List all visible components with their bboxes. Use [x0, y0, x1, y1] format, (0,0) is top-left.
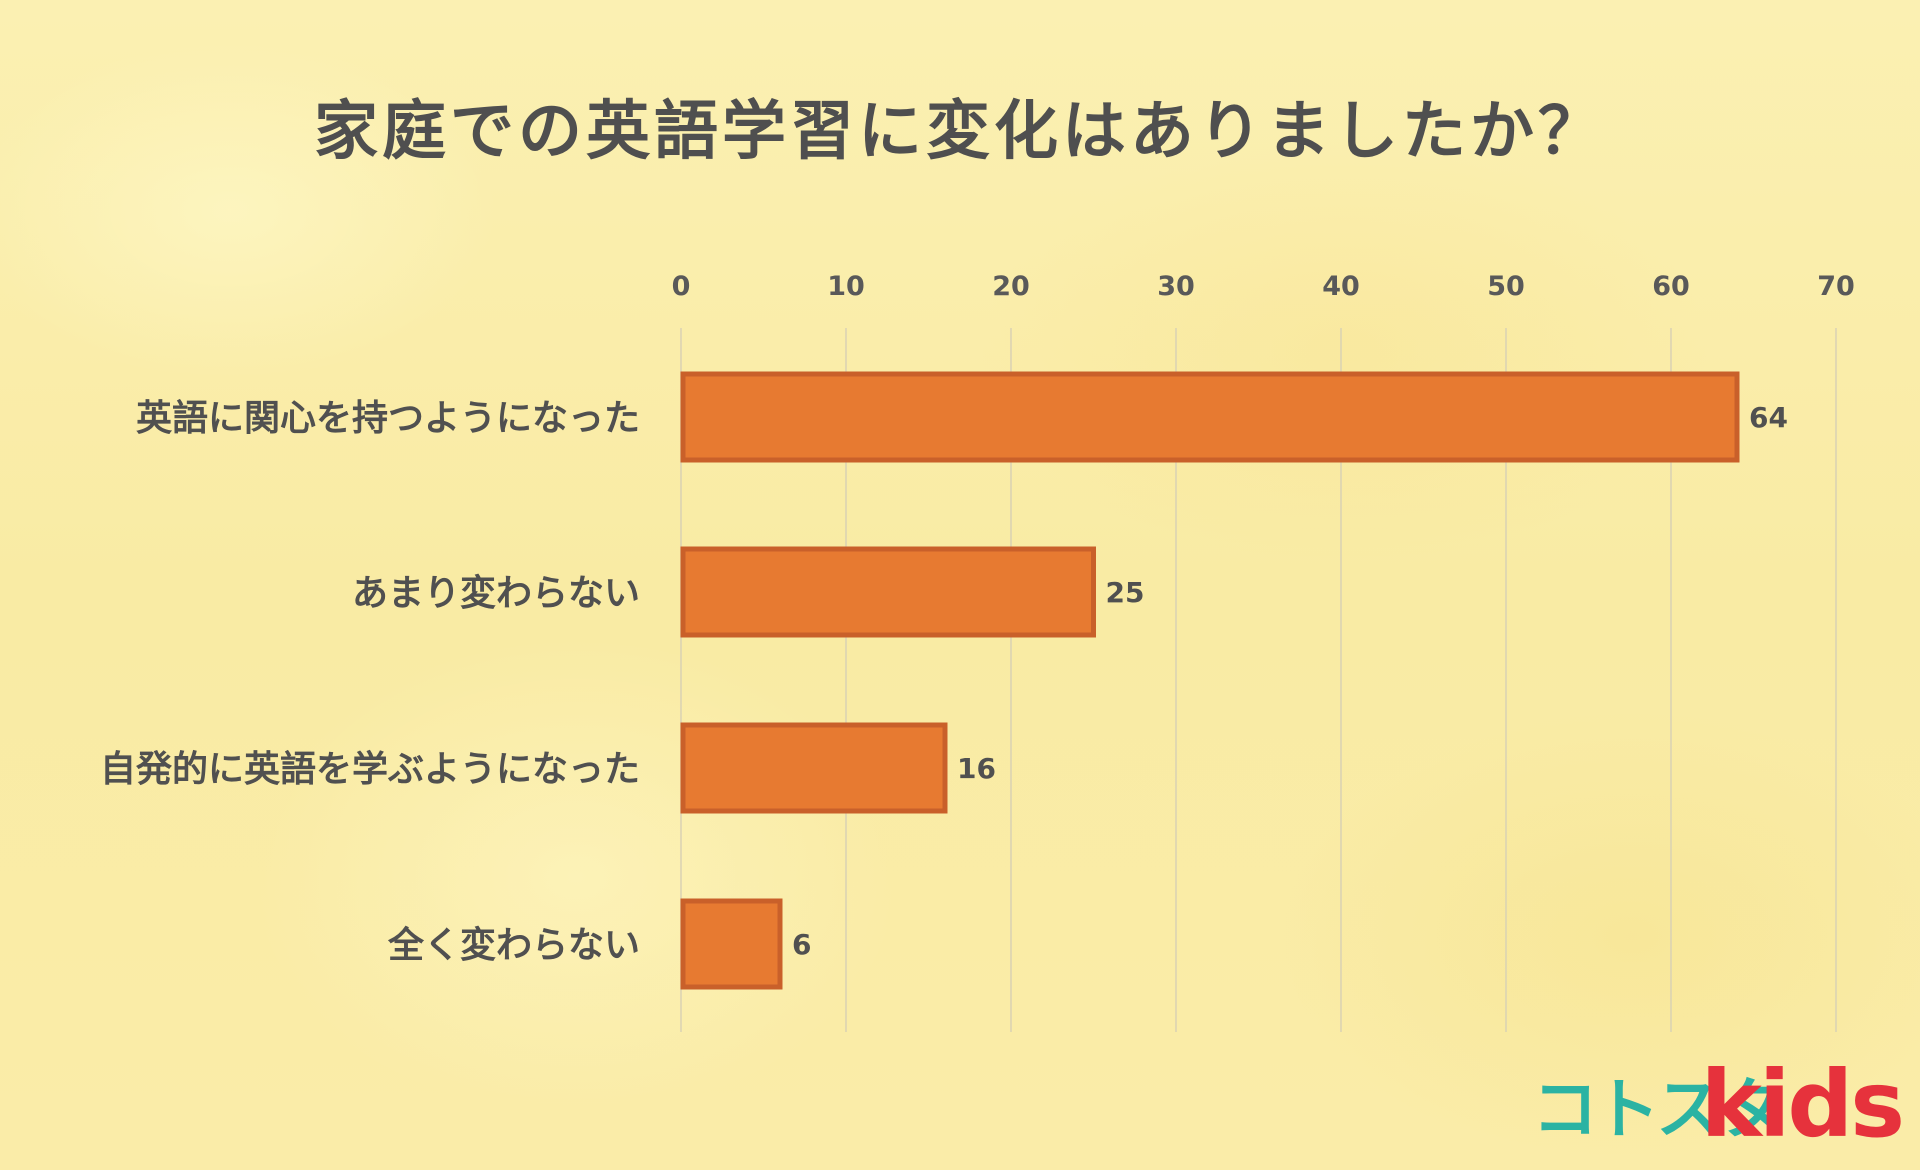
x-tick-label: 60	[1652, 271, 1690, 302]
x-tick-label: 30	[1157, 271, 1195, 302]
logo-text-kids: kids	[1700, 1051, 1905, 1158]
bar	[680, 546, 1096, 638]
data-label: 25	[1106, 576, 1145, 609]
category-label: 全く変わらない	[387, 924, 640, 966]
category-label: あまり変わらない	[352, 572, 640, 614]
category-label: 自発的に英語を学ぶようになった	[100, 748, 640, 790]
data-label: 64	[1749, 401, 1788, 434]
x-tick-label: 50	[1487, 271, 1525, 302]
bar	[680, 898, 783, 990]
chart-title: 家庭での英語学習に変化はありましたか？	[314, 95, 1606, 169]
x-tick-label: 70	[1817, 271, 1855, 302]
x-axis-ticks: 0 10 20 30 40 50 60 70	[672, 271, 1855, 302]
x-tick-label: 0	[672, 271, 691, 302]
data-label: 6	[792, 928, 811, 961]
bars: 64 25 16 6	[680, 371, 1788, 990]
logo-text: コトスタ	[1532, 1071, 1784, 1148]
bar	[680, 722, 948, 814]
x-tick-label: 10	[827, 271, 865, 302]
x-tick-label: 20	[992, 271, 1030, 302]
brand-logo: コトスタ kids	[1532, 1048, 1905, 1158]
category-labels: 英語に関心を持つようになったあまり変わらない自発的に英語を学ぶようになった全く変…	[100, 398, 640, 966]
bar	[680, 371, 1740, 463]
data-label: 16	[957, 752, 996, 785]
category-label: 英語に関心を持つようになった	[136, 398, 640, 439]
x-tick-label: 40	[1322, 271, 1360, 302]
